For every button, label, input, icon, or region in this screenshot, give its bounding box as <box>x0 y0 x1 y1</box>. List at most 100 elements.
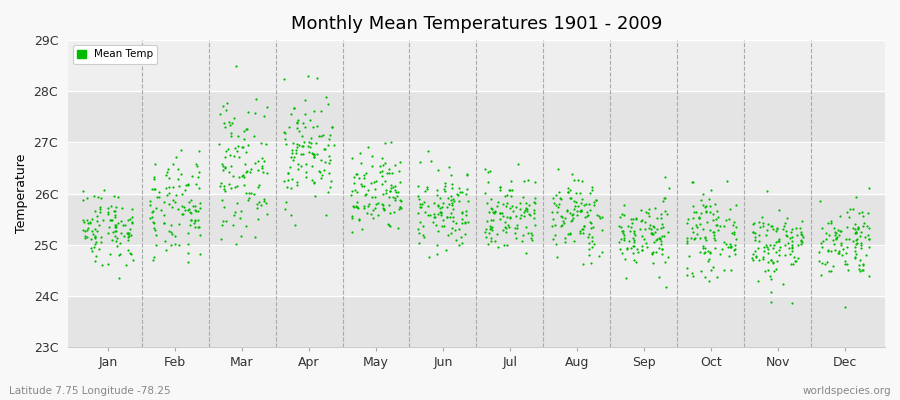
Point <box>828 229 842 236</box>
Point <box>290 120 304 126</box>
Point <box>410 210 425 216</box>
Point <box>680 240 694 246</box>
Point <box>612 239 626 245</box>
Point <box>193 251 207 257</box>
Point <box>853 256 868 263</box>
Point <box>571 176 585 183</box>
Point <box>230 182 244 189</box>
Point <box>850 194 864 200</box>
Point <box>259 170 274 176</box>
Point <box>248 110 262 116</box>
Point <box>790 255 805 261</box>
Point <box>429 192 444 198</box>
Point <box>681 216 696 223</box>
Point <box>94 239 109 246</box>
Point <box>313 157 328 164</box>
Point <box>585 234 599 240</box>
Point <box>461 198 475 204</box>
Point <box>323 132 338 138</box>
Point <box>684 235 698 242</box>
Point <box>645 231 660 237</box>
Point <box>143 214 157 221</box>
Point <box>795 231 809 238</box>
Point <box>151 188 166 195</box>
Point <box>417 198 431 205</box>
Point <box>746 251 760 258</box>
Point <box>584 220 598 226</box>
Point <box>585 244 599 250</box>
Point <box>595 214 609 220</box>
Point <box>640 244 654 251</box>
Point <box>504 178 518 185</box>
Point <box>547 222 562 229</box>
Point <box>581 212 596 218</box>
Point <box>450 190 464 197</box>
Point <box>161 174 176 181</box>
Point <box>848 248 862 254</box>
Point <box>188 208 202 214</box>
Point <box>484 196 499 202</box>
Point <box>121 217 135 224</box>
Point <box>518 206 532 213</box>
Point <box>528 179 543 186</box>
Point <box>366 214 381 221</box>
Point <box>575 226 590 232</box>
Point <box>374 173 389 179</box>
Point <box>439 204 454 210</box>
Point <box>724 230 739 236</box>
Point <box>850 224 865 230</box>
Point <box>485 226 500 233</box>
Point <box>359 170 374 176</box>
Point <box>693 221 707 227</box>
Point <box>773 244 788 250</box>
Point <box>587 198 601 205</box>
Point <box>126 257 140 264</box>
Point <box>493 184 508 190</box>
Point <box>224 185 238 191</box>
Point <box>760 245 775 252</box>
Point <box>698 248 712 255</box>
Point <box>436 200 450 206</box>
Point <box>856 267 870 273</box>
Point <box>250 167 265 173</box>
Point <box>310 123 324 129</box>
Point <box>422 212 436 218</box>
Point <box>358 192 373 199</box>
Point <box>94 206 108 212</box>
Point <box>658 259 672 266</box>
Point <box>777 223 791 229</box>
Point <box>769 266 783 272</box>
Point <box>696 245 710 251</box>
Point <box>290 125 304 131</box>
Point <box>746 229 760 235</box>
Point <box>574 178 589 184</box>
Point <box>282 124 296 130</box>
Point <box>169 154 184 161</box>
Point <box>386 194 400 200</box>
Point <box>228 209 242 215</box>
Point <box>698 208 713 215</box>
Point <box>380 170 394 176</box>
Point <box>306 151 320 157</box>
Point <box>655 233 670 239</box>
Point <box>482 208 496 215</box>
Point <box>247 133 261 140</box>
Point <box>860 222 874 229</box>
Point <box>103 217 117 223</box>
Point <box>518 250 533 256</box>
Point <box>838 258 852 264</box>
Point <box>584 184 598 190</box>
Point <box>257 198 272 204</box>
Point <box>708 236 723 243</box>
Point <box>86 231 100 238</box>
Point <box>764 223 778 230</box>
Point <box>345 154 359 161</box>
Point <box>225 119 239 126</box>
Point <box>145 214 159 220</box>
Point <box>831 250 845 257</box>
Point <box>849 230 863 236</box>
Point <box>500 222 515 228</box>
Point <box>567 238 581 244</box>
Point <box>307 154 321 161</box>
Point <box>822 247 836 254</box>
